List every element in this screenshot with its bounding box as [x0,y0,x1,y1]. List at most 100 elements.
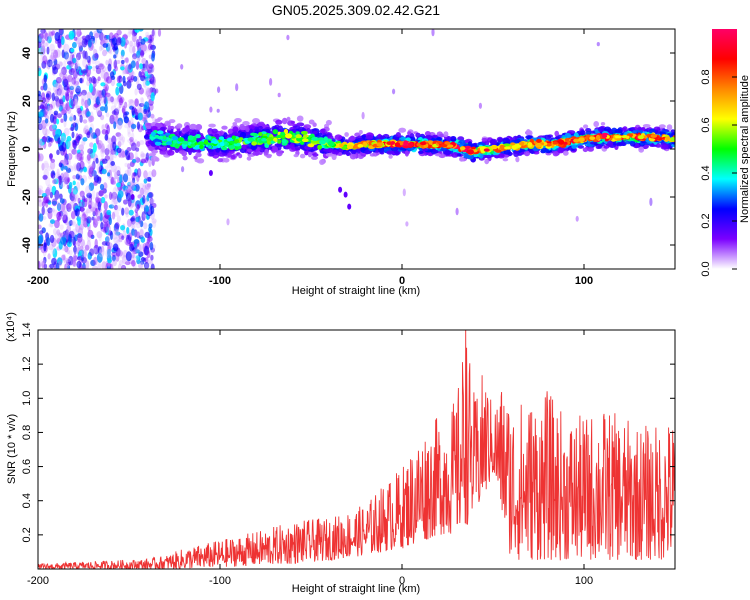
colorbar-tick-label: 0.4 [700,165,712,180]
heatmap-cell [115,86,120,96]
heatmap-cell [95,196,99,203]
heatmap-cell [139,97,144,103]
heatmap-cell [147,184,151,193]
heatmap-cell [319,140,326,145]
heatmap-cell [264,148,269,156]
heatmap-cell [55,98,60,108]
heatmap-cell [53,119,57,125]
heatmap-cell [195,134,201,139]
heatmap-cell [295,131,300,135]
heatmap-cell [252,151,261,156]
heatmap-cell [150,92,155,102]
heatmap-cell [436,141,443,145]
heatmap-cell [93,256,98,266]
heatmap-cell [128,209,134,216]
heatmap-cell [357,144,364,148]
heatmap-cell [50,160,56,170]
heatmap-cell [79,50,83,55]
heatmap-cell [78,153,84,162]
heatmap-cell [71,148,77,155]
heatmap-cell [107,43,112,54]
heatmap-cell [154,141,162,146]
heatmap-cell [83,167,88,173]
heatmap-cell [99,31,104,41]
heatmap-cell [147,183,151,188]
heatmap-cell [88,77,92,84]
heatmap-cell [112,243,119,252]
heatmap-cell [45,38,50,46]
heatmap-cell [91,94,95,100]
heatmap-cell [43,263,48,269]
heatmap-cell [71,197,77,203]
heatmap-cell [400,136,405,141]
heatmap-cell [151,218,157,224]
heatmap-cell [67,140,72,148]
heatmap-cell [43,109,47,116]
heatmap-cell [70,220,74,226]
heatmap-cell [269,78,273,86]
heatmap-cell [227,152,232,158]
heatmap-cell [313,130,318,134]
heatmap-cell [93,244,100,255]
heatmap-cell [41,42,45,53]
heatmap-cell [78,249,85,257]
heatmap-cell [86,232,92,242]
heatmap-cell [289,142,295,150]
heatmap-cell [518,141,525,146]
y-tick-label: 40 [21,47,33,59]
heatmap-cell [149,197,154,206]
heatmap-cell [140,49,145,58]
heatmap-cell [64,102,69,109]
heatmap-cell [134,98,139,107]
heatmap-cell [118,260,124,266]
heatmap-cell [101,124,105,131]
heatmap-cell [622,126,628,131]
heatmap-cell [88,83,94,93]
heatmap-cell [535,143,542,148]
heatmap-cell [44,102,48,110]
heatmap-cell [57,137,61,145]
heatmap-cell [125,150,130,161]
heatmap-cell [92,170,98,177]
heatmap-cell [129,243,135,252]
heatmap-cell [148,153,156,157]
heatmap-cell [101,65,107,73]
heatmap-cell [69,116,73,122]
heatmap-cell [60,118,64,123]
heatmap-cell [50,49,57,55]
heatmap-cell [88,195,93,204]
heatmap-cell [74,98,78,106]
heatmap-cell [104,86,108,96]
heatmap-cell [552,151,559,157]
heatmap-cell [157,29,162,37]
heatmap-cell [54,90,60,98]
heatmap-cell [107,95,112,104]
heatmap-cell [113,121,117,130]
heatmap-cell [107,172,111,177]
heatmap-cell [70,98,76,107]
heatmap-cell [40,29,46,34]
y-tick-label: 0.6 [21,459,33,474]
heatmap-cell [90,201,96,212]
heatmap-cell [310,140,318,144]
heatmap-cell [130,60,136,69]
heatmap-cell [49,234,55,244]
heatmap-cell [346,144,354,150]
heatmap-cell [436,137,443,141]
heatmap-cell [504,146,511,150]
heatmap-cell [490,144,498,150]
heatmap-cell [93,180,98,186]
heatmap-cell [64,263,68,269]
heatmap-cell [132,177,136,184]
heatmap-cell [77,218,81,226]
heatmap-cell [78,37,82,48]
heatmap-cell [151,29,155,37]
heatmap-cell [234,139,240,143]
heatmap-cell [65,171,69,179]
heatmap-cell [650,134,658,138]
heatmap-cell [301,138,309,143]
heatmap-cell [49,43,55,52]
heatmap-cell [113,199,118,205]
heatmap-cell [558,139,565,145]
heatmap-cell [81,92,87,103]
